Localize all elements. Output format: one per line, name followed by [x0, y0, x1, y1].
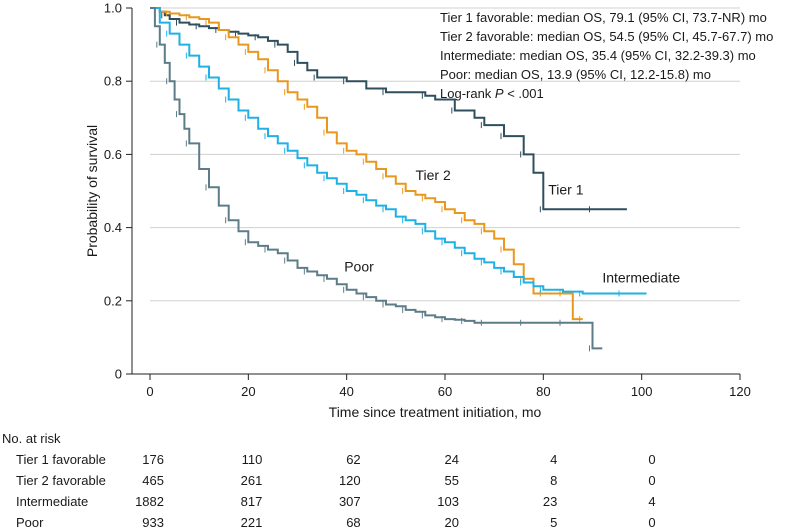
risk-count: 62: [346, 452, 360, 467]
y-axis-title: Probability of survival: [84, 125, 100, 257]
risk-count: 4: [648, 494, 655, 509]
risk-count: 103: [437, 494, 459, 509]
y-tick-label: 0: [115, 367, 122, 382]
x-axis-title: Time since treatment initiation, mo: [329, 404, 542, 420]
risk-count: 465: [142, 473, 164, 488]
y-tick-label: 0.8: [104, 74, 122, 89]
axes: 0 0.2 0.4 0.6 0.8 1.0 0 20 40 60 80 100 120 Time sinc…: [84, 1, 751, 421]
curve-poor: [150, 7, 603, 350]
curve-tier-2: [150, 7, 583, 321]
y-tick-label: 0.4: [104, 220, 122, 235]
x-tick-label: 20: [241, 384, 255, 399]
curve-label: Poor: [344, 259, 374, 275]
legend-entry: Tier 1 favorable: median OS, 79.1 (95% C…: [440, 10, 767, 25]
risk-count: 120: [339, 473, 361, 488]
curve-labels: Tier 1 Tier 2 Intermediate Poor: [344, 167, 680, 285]
risk-count: 817: [241, 494, 263, 509]
risk-row-label: Tier 1 favorable: [16, 452, 106, 467]
risk-count: 176: [142, 452, 164, 467]
curve-label: Tier 2: [416, 167, 451, 183]
risk-count: 0: [648, 452, 655, 467]
gridlines: [150, 7, 740, 302]
risk-count: 221: [241, 515, 263, 530]
y-tick-label: 0.6: [104, 147, 122, 162]
risk-count: 933: [142, 515, 164, 530]
legend-entry: Intermediate: median OS, 35.4 (95% CI, 3…: [440, 48, 756, 63]
y-tick-label: 0.2: [104, 293, 122, 308]
risk-count: 24: [445, 452, 459, 467]
x-tick-label: 0: [146, 384, 153, 399]
risk-count: 307: [339, 494, 361, 509]
risk-count: 110: [242, 452, 263, 467]
curve-label: Tier 1: [548, 182, 583, 198]
risk-count: 20: [445, 515, 459, 530]
risk-count: 8: [550, 473, 557, 488]
legend-entry: Poor: median OS, 13.9 (95% CI, 12.2-15.8…: [440, 67, 711, 82]
survival-curves: [150, 7, 647, 352]
risk-count: 4: [550, 452, 557, 467]
risk-row-label: Tier 2 favorable: [16, 473, 106, 488]
risk-table: No. at risk Tier 1 favorable 176 110 62 24 4 0 T…: [2, 431, 656, 530]
risk-count: 5: [550, 515, 557, 530]
risk-row-label: Poor: [16, 515, 44, 530]
x-tick-label: 80: [536, 384, 550, 399]
curve-tier-1: [150, 7, 627, 211]
risk-count: 0: [648, 515, 655, 530]
risk-count: 23: [543, 494, 557, 509]
x-tick-label: 120: [729, 384, 751, 399]
risk-count: 1882: [135, 494, 164, 509]
curve-label: Intermediate: [602, 270, 680, 286]
x-tick-label: 60: [438, 384, 452, 399]
y-tick-label: 1.0: [104, 1, 122, 16]
legend: Tier 1 favorable: median OS, 79.1 (95% C…: [440, 10, 773, 101]
x-tick-label: 40: [339, 384, 353, 399]
pvalue-prefix: Log-rank: [440, 86, 495, 101]
pvalue-text: Log-rank P < .001: [440, 86, 544, 101]
risk-row-label: Intermediate: [16, 494, 88, 509]
risk-count: 55: [445, 473, 459, 488]
risk-count: 261: [241, 473, 263, 488]
curve-intermediate: [150, 7, 647, 295]
risk-count: 0: [648, 473, 655, 488]
pvalue-symbol: P: [495, 86, 504, 101]
pvalue-suffix: < .001: [504, 86, 544, 101]
legend-entry: Tier 2 favorable: median OS, 54.5 (95% C…: [440, 29, 773, 44]
risk-table-title: No. at risk: [2, 431, 61, 446]
risk-count: 68: [346, 515, 360, 530]
x-tick-label: 100: [631, 384, 653, 399]
